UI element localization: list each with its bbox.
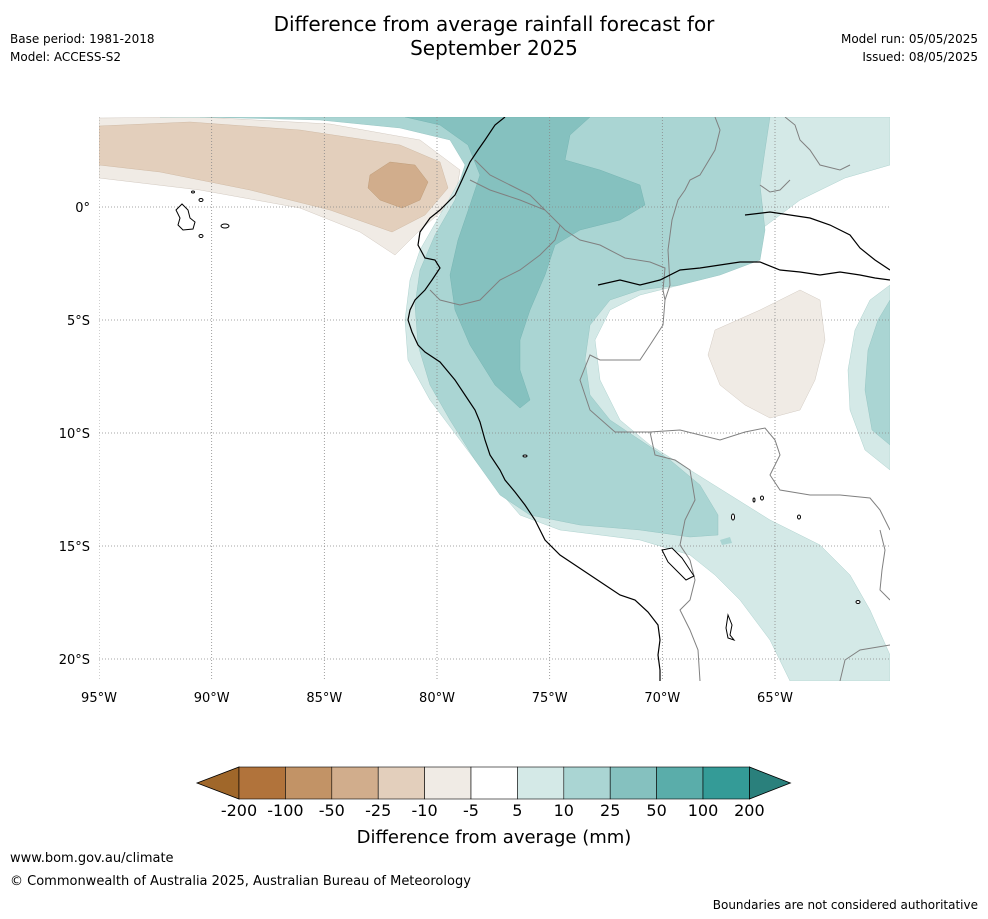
legend-tick-label: 100 <box>688 801 719 820</box>
longitude-label: 85°W <box>306 691 342 706</box>
graticule <box>99 117 890 681</box>
base-period: Base period: 1981-2018 <box>10 32 155 46</box>
longitude-labels: 95°W 90°W 85°W 80°W 75°W 70°W 65°W <box>81 691 793 706</box>
footer-copyright: © Commonwealth of Australia 2025, Austra… <box>10 874 471 889</box>
legend-tick-label: 5 <box>512 801 522 820</box>
longitude-label: 90°W <box>194 691 230 706</box>
longitude-label: 70°W <box>644 691 680 706</box>
galapagos-islands <box>175 190 230 238</box>
coastline <box>407 117 890 681</box>
legend-tick-label: -5 <box>463 801 479 820</box>
legend-tick-label: 200 <box>734 801 765 820</box>
title-line-1: Difference from average rainfall forecas… <box>273 12 715 36</box>
latitude-label: 5°S <box>67 314 90 329</box>
legend-tick-labels: -200 -100 -50 -25 -10 -5 5 10 25 50 100 200 <box>221 801 765 820</box>
legend-swatch <box>470 766 518 800</box>
legend-swatch <box>424 766 472 800</box>
wet-zone-25-50 <box>404 117 646 409</box>
inland-dry-patch <box>707 289 826 419</box>
page-title: Difference from average rainfall forecas… <box>0 12 988 60</box>
latitude-labels: 0° 5°S 10°S 15°S 20°S <box>59 201 90 668</box>
latitude-label: 10°S <box>59 427 90 442</box>
longitude-label: 65°W <box>757 691 793 706</box>
model-name: Model: ACCESS-S2 <box>10 50 122 64</box>
eastern-wet-core <box>864 299 890 446</box>
legend-arrow-left <box>195 766 240 800</box>
map-area <box>99 117 890 681</box>
legend-tick-label: 50 <box>646 801 666 820</box>
legend-tick-label: 25 <box>600 801 620 820</box>
legend-swatch <box>609 766 657 800</box>
latitude-label: 20°S <box>59 653 90 668</box>
legend-swatch <box>656 766 704 800</box>
footer-note: Boundaries are not considered authoritat… <box>712 898 978 912</box>
dry-zone-medium <box>99 121 449 233</box>
legend-swatch <box>377 766 425 800</box>
legend-swatch <box>331 766 379 800</box>
title-line-2: September 2025 <box>410 36 578 60</box>
legend-swatch <box>563 766 611 800</box>
legend-title: Difference from average (mm) <box>357 827 632 848</box>
legend-swatch <box>517 766 565 800</box>
footer-url: www.bom.gov.au/climate <box>10 851 174 866</box>
legend-arrow-right <box>749 766 792 800</box>
metadata-right: Model run: 05/05/2025 Issued: 08/05/2025 <box>841 30 978 66</box>
legend-swatch <box>702 766 750 800</box>
model-run: Model run: 05/05/2025 <box>840 32 978 46</box>
legend-swatches <box>195 766 792 800</box>
legend-tick-label: -50 <box>319 801 345 820</box>
small-wet-blob <box>720 537 732 545</box>
country-borders <box>429 117 890 681</box>
longitude-label: 95°W <box>81 691 117 706</box>
legend-tick-label: 10 <box>554 801 574 820</box>
metadata-left: Base period: 1981-2018 Model: ACCESS-S2 <box>10 30 155 66</box>
latitude-label: 0° <box>75 201 90 216</box>
longitude-label: 75°W <box>532 691 568 706</box>
legend-tick-label: -25 <box>365 801 391 820</box>
lakes <box>522 454 861 642</box>
legend-swatch <box>238 766 286 800</box>
latitude-label: 15°S <box>59 540 90 555</box>
longitude-label: 80°W <box>419 691 455 706</box>
legend-tick-label: -10 <box>412 801 438 820</box>
legend-swatch <box>285 766 333 800</box>
dry-zone-core <box>367 161 429 209</box>
legend-tick-label: -100 <box>267 801 303 820</box>
issued-date: Issued: 08/05/2025 <box>862 50 978 64</box>
legend-tick-label: -200 <box>221 801 257 820</box>
